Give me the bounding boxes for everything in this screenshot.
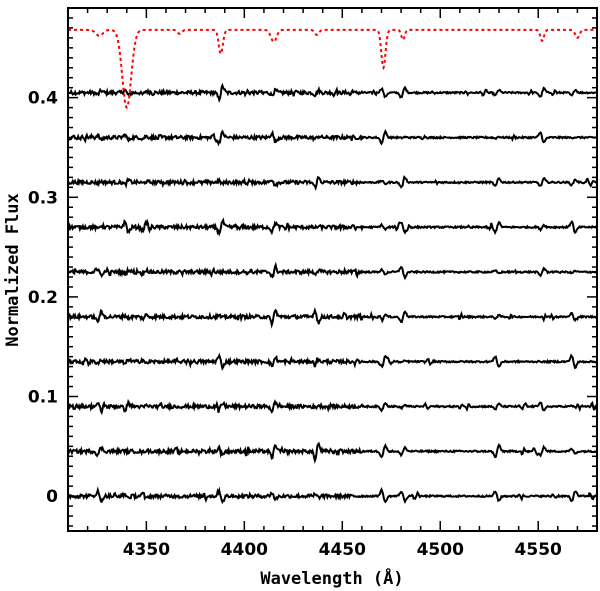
x-tick-label: 4350 <box>123 540 170 560</box>
x-axis-title: Wavelength (Å) <box>260 566 403 589</box>
axis-ticks: 4350 4400 4450 4500 4550 0 0.1 0.2 0.3 0.4 <box>28 8 598 560</box>
residual-spectrum-4 <box>67 217 598 237</box>
residual-spectrum-8 <box>67 398 598 416</box>
residual-spectrum-5 <box>67 261 598 281</box>
y-tick-label: 0.1 <box>28 388 58 408</box>
plot-frame <box>67 7 598 532</box>
y-tick-label: 0.3 <box>28 188 58 208</box>
residual-spectrum-3 <box>67 175 598 192</box>
x-tick-label: 4550 <box>515 540 562 560</box>
reference-spectrum <box>68 28 597 110</box>
y-tick-label: 0.2 <box>28 288 58 308</box>
residual-spectrum-2 <box>67 129 598 147</box>
x-tick-label: 4500 <box>417 540 464 560</box>
residual-spectrum-10 <box>67 486 598 505</box>
x-tick-label: 4400 <box>221 540 268 560</box>
residual-spectrum-9 <box>67 441 598 464</box>
y-axis-title: Normalized Flux <box>3 193 23 347</box>
residual-spectrum-1 <box>67 82 598 103</box>
y-tick-label: 0 <box>46 487 58 507</box>
spectrum-traces <box>67 28 598 505</box>
residual-spectrum-7 <box>67 352 598 371</box>
y-tick-label: 0.4 <box>28 89 58 109</box>
x-tick-label: 4450 <box>319 540 366 560</box>
residual-spectrum-6 <box>67 307 598 329</box>
